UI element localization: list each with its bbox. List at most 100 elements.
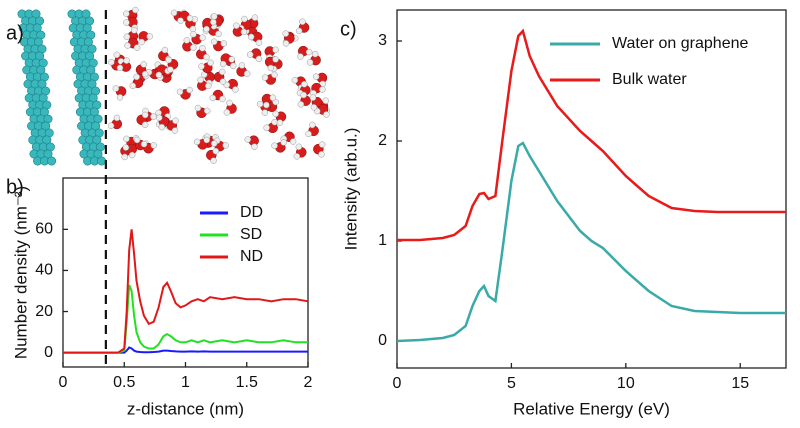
hydrogen-atom bbox=[255, 39, 263, 46]
x-tick-label: 15 bbox=[731, 375, 749, 392]
hydrogen-atom bbox=[113, 51, 121, 59]
hydrogen-atom bbox=[123, 19, 130, 26]
hydrogen-atom bbox=[297, 53, 304, 60]
hydrogen-atom bbox=[155, 114, 163, 122]
hydrogen-atom bbox=[297, 101, 305, 108]
hydrogen-atom bbox=[322, 97, 329, 104]
hydrogen-atom bbox=[255, 55, 263, 63]
hydrogen-atom bbox=[261, 74, 269, 81]
hydrogen-atom bbox=[271, 71, 278, 79]
x-tick-label: 1.5 bbox=[236, 374, 258, 391]
hydrogen-atom bbox=[228, 56, 236, 63]
hydrogen-atom bbox=[310, 104, 318, 111]
y-tick-label: 2 bbox=[378, 132, 387, 149]
y-tick-label: 3 bbox=[378, 32, 387, 49]
series-line bbox=[396, 141, 786, 343]
hydrogen-atom bbox=[190, 44, 197, 51]
hydrogen-atom bbox=[211, 13, 218, 20]
hydrogen-atom bbox=[272, 56, 279, 63]
hydrogen-atom bbox=[198, 63, 205, 70]
hydrogen-atom bbox=[251, 14, 259, 21]
hydrogen-atom bbox=[230, 62, 237, 70]
series-line bbox=[63, 346, 308, 354]
hydrogen-atom bbox=[132, 6, 139, 14]
hydrogen-atom bbox=[222, 142, 229, 149]
hydrogen-atom bbox=[289, 138, 297, 145]
hydrogen-atom bbox=[140, 61, 148, 68]
hydrogen-atom bbox=[243, 70, 251, 77]
hydrogen-atom bbox=[233, 22, 240, 29]
legend-label: DD bbox=[240, 204, 263, 221]
hydrogen-atom bbox=[150, 113, 157, 120]
hydrogen-atom bbox=[133, 44, 141, 51]
hydrogen-atom bbox=[108, 58, 115, 66]
hydrogen-atom bbox=[276, 119, 284, 126]
hydrogen-atom bbox=[113, 114, 121, 122]
hydrogen-atom bbox=[150, 142, 157, 149]
hydrogen-atom bbox=[256, 100, 264, 108]
hydrogen-atom bbox=[121, 153, 128, 161]
hydrogen-atom bbox=[271, 118, 278, 126]
hydrogen-atom bbox=[301, 80, 308, 88]
hydrogen-atom bbox=[155, 71, 163, 79]
y-tick-label: 40 bbox=[35, 262, 53, 279]
hydrogen-atom bbox=[130, 27, 138, 34]
hydrogen-atom bbox=[282, 30, 289, 37]
hydrogen-atom bbox=[269, 94, 277, 101]
x-axis-label: z-distance (nm) bbox=[127, 399, 244, 418]
legend-label: ND bbox=[240, 248, 263, 265]
hydrogen-atom bbox=[219, 95, 226, 103]
hydrogen-atom bbox=[291, 76, 299, 84]
y-tick-label: 0 bbox=[44, 344, 53, 361]
hydrogen-atom bbox=[193, 138, 201, 146]
x-tick-label: 5 bbox=[507, 375, 516, 392]
hydrogen-atom bbox=[295, 143, 303, 151]
hydrogen-atom bbox=[244, 136, 252, 143]
hydrogen-atom bbox=[190, 30, 197, 38]
hydrogen-atom bbox=[280, 139, 288, 146]
hydrogen-atom bbox=[299, 18, 306, 25]
hydrogen-atom bbox=[170, 9, 178, 17]
hydrogen-atom bbox=[219, 60, 227, 68]
hydrogen-atom bbox=[312, 73, 320, 80]
panel-label: a) bbox=[6, 22, 24, 44]
hydrogen-atom bbox=[176, 88, 184, 96]
hydrogen-atom bbox=[123, 33, 131, 40]
hydrogen-atom bbox=[122, 144, 130, 151]
y-tick-label: 0 bbox=[378, 332, 387, 349]
hydrogen-atom bbox=[141, 121, 149, 128]
panel-label: c) bbox=[340, 18, 357, 40]
hydrogen-atom bbox=[194, 104, 202, 112]
hydrogen-atom bbox=[123, 57, 130, 64]
hydrogen-atom bbox=[282, 40, 290, 47]
molecular-snapshot bbox=[17, 6, 331, 166]
hydrogen-atom bbox=[203, 136, 210, 144]
hydrogen-atom bbox=[267, 64, 275, 72]
hydrogen-atom bbox=[205, 82, 212, 90]
hydrogen-atom bbox=[210, 38, 218, 45]
hydrogen-atom bbox=[165, 56, 172, 64]
x-tick-label: 0 bbox=[393, 375, 402, 392]
hydrogen-atom bbox=[123, 135, 130, 143]
legend-label: Water on graphene bbox=[612, 35, 748, 52]
y-tick-label: 1 bbox=[378, 232, 387, 249]
hydrogen-atom bbox=[203, 53, 210, 61]
hydrogen-atom bbox=[203, 25, 210, 33]
hydrogen-atom bbox=[210, 18, 217, 26]
y-tick-label: 60 bbox=[35, 221, 53, 238]
hydrogen-atom bbox=[133, 136, 141, 144]
hydrogen-atom bbox=[128, 151, 136, 159]
hydrogen-atom bbox=[186, 15, 194, 22]
hydrogen-atom bbox=[107, 122, 115, 129]
hydrogen-atom bbox=[309, 121, 316, 129]
hydrogen-atom bbox=[240, 28, 248, 36]
hydrogen-atom bbox=[319, 86, 326, 93]
hydrogen-atom bbox=[123, 10, 130, 17]
hydrogen-atom bbox=[142, 111, 149, 119]
x-tick-label: 2 bbox=[304, 374, 313, 391]
legend-label: SD bbox=[240, 226, 262, 243]
series-line bbox=[63, 284, 308, 354]
hydrogen-atom bbox=[161, 46, 169, 54]
hydrogen-atom bbox=[199, 44, 206, 52]
